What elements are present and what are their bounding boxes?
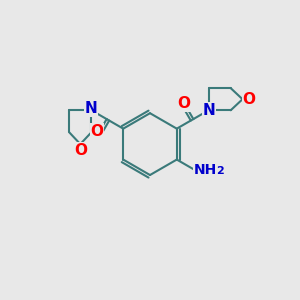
Text: NH: NH (193, 163, 217, 177)
Text: O: O (242, 92, 256, 107)
Text: N: N (203, 103, 216, 118)
Text: O: O (91, 124, 103, 139)
Text: O: O (177, 96, 190, 111)
Text: N: N (84, 101, 97, 116)
Text: O: O (74, 143, 87, 158)
Text: 2: 2 (216, 166, 224, 176)
